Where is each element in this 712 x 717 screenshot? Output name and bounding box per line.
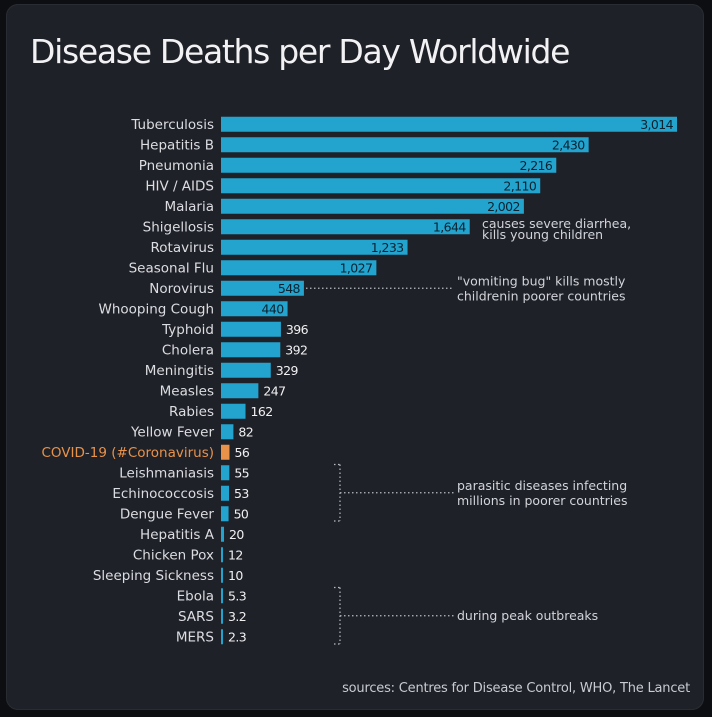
bar [221, 239, 408, 255]
value-label: 396 [286, 322, 309, 337]
annotation-text: kills young children [482, 227, 603, 242]
bar [221, 567, 223, 583]
category-label: Hepatitis A [140, 527, 215, 543]
value-label: 329 [276, 363, 299, 378]
category-label: Whooping Cough [98, 301, 214, 317]
value-label: 548 [278, 281, 301, 296]
value-label: 56 [234, 445, 249, 460]
value-label: 2.3 [228, 629, 246, 644]
category-label: Tuberculosis [130, 117, 214, 133]
bar [221, 465, 230, 481]
category-label: Meningitis [145, 363, 214, 379]
bar [221, 157, 557, 173]
value-label: 10 [228, 568, 243, 583]
category-label: COVID-19 (#Coronavirus) [41, 445, 214, 461]
category-label: Leishmaniasis [119, 465, 214, 481]
bar [221, 588, 223, 604]
bar [221, 321, 281, 337]
value-label: 12 [228, 547, 243, 562]
category-label: Rabies [169, 404, 214, 420]
value-label: 3.2 [228, 609, 246, 624]
category-label: Rotavirus [151, 240, 214, 256]
bar [221, 137, 589, 153]
value-label: 162 [251, 404, 273, 419]
bar [221, 424, 234, 440]
value-label: 1,233 [371, 240, 404, 255]
category-label: Ebola [177, 588, 214, 604]
value-label: 5.3 [228, 588, 246, 603]
bar [221, 547, 223, 563]
category-label: Pneumonia [139, 158, 214, 174]
category-label: Shigellosis [143, 219, 214, 235]
value-label: 247 [263, 383, 285, 398]
value-label: 2,002 [487, 199, 520, 214]
value-label: 2,430 [552, 137, 585, 152]
source-note: sources: Centres for Disease Control, WH… [342, 681, 690, 696]
value-label: 2,216 [519, 158, 552, 173]
category-label: Dengue Fever [120, 506, 215, 522]
bar [221, 219, 470, 235]
value-label: 2,110 [503, 178, 536, 193]
category-label: SARS [178, 609, 214, 625]
bar [221, 116, 677, 132]
value-label: 82 [238, 424, 253, 439]
category-label: Chicken Pox [133, 547, 214, 563]
category-label: Malaria [164, 199, 214, 215]
category-label: Yellow Fever [130, 424, 214, 440]
value-label: 1,027 [340, 260, 373, 275]
bar [221, 383, 259, 399]
bar [221, 526, 225, 542]
bar [221, 280, 304, 296]
value-label: 20 [229, 527, 244, 542]
bar [221, 629, 223, 645]
bar [221, 403, 246, 419]
value-label: 50 [234, 506, 249, 521]
annotation-text: childrenin poorer countries [457, 288, 626, 303]
bar [221, 608, 223, 624]
bar [221, 506, 229, 522]
bar [221, 260, 377, 276]
category-label: Hepatitis B [140, 137, 214, 153]
bar [221, 444, 230, 460]
category-label: Cholera [162, 342, 214, 358]
bar-chart: Tuberculosis 3,014 Hepatitis B 2,430 Pneumon… [41, 116, 677, 645]
category-label: HIV / AIDS [145, 178, 214, 194]
bar [221, 342, 281, 358]
annotation-text: "vomiting bug" kills mostly [457, 273, 626, 288]
bar [221, 485, 230, 501]
category-label: Measles [160, 383, 214, 399]
annotation-text: causes severe diarrhea, [482, 216, 631, 231]
annotation-text: parasitic diseases infecting [457, 478, 627, 493]
value-label: 392 [285, 342, 307, 357]
value-label: 1,644 [433, 219, 466, 234]
bar [221, 301, 288, 317]
category-label: Echinococcosis [112, 486, 214, 502]
annotation-text: millions in poorer countries [457, 493, 627, 508]
category-label: Norovirus [149, 281, 214, 297]
category-label: Typhoid [161, 322, 214, 338]
category-label: Seasonal Flu [129, 260, 214, 276]
chart-title: Disease Deaths per Day Worldwide [30, 32, 570, 71]
bar [221, 362, 271, 378]
chart-card: Disease Deaths per Day Worldwide Tubercu… [6, 4, 704, 710]
category-label: Sleeping Sickness [93, 568, 214, 584]
annotation-text: during peak outbreaks [457, 608, 598, 623]
value-label: 440 [262, 301, 285, 316]
bar [221, 198, 524, 214]
bar [221, 178, 541, 194]
value-label: 53 [234, 486, 249, 501]
value-label: 55 [234, 465, 249, 480]
value-label: 3,014 [640, 117, 673, 132]
category-label: MERS [176, 629, 214, 645]
